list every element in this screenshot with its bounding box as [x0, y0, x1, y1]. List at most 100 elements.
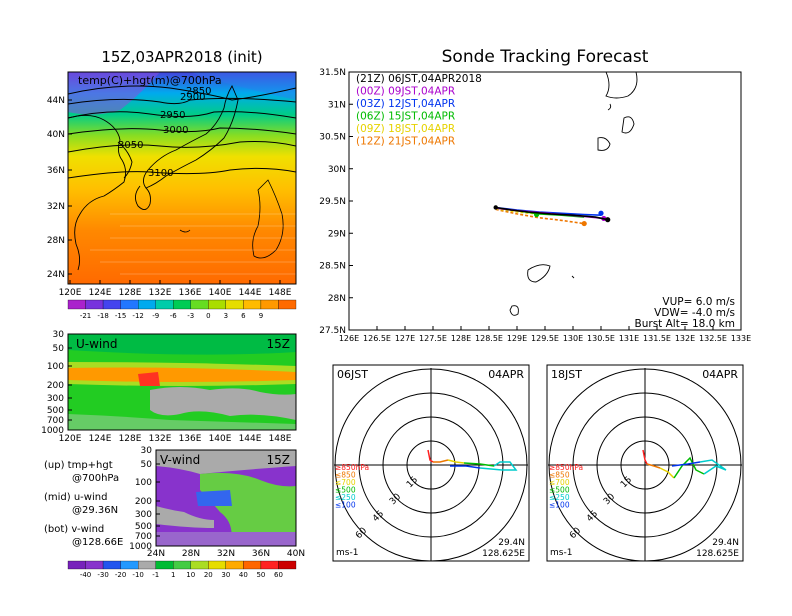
- vwind-pressure-tick-label: 1000: [129, 542, 152, 552]
- temp-lat-tick-label: 24N: [47, 270, 65, 280]
- wind-colorbar-label: 20: [204, 571, 213, 579]
- hodo-left-date: 04APR: [488, 368, 524, 381]
- colorbar-cell: [173, 560, 191, 570]
- vwind-lat-tick-label: 36N: [252, 549, 270, 559]
- hodo-level-label: ≤700: [549, 478, 570, 487]
- uwind-pressure-tick-label: 300: [47, 394, 64, 404]
- track-start-point: [493, 205, 498, 210]
- temp-colorbar-label: -9: [152, 312, 159, 320]
- colorbar-cell: [278, 560, 297, 570]
- hodo-level-label: ≤100: [335, 501, 356, 510]
- colorbar-cell: [278, 299, 297, 310]
- wind-colorbar-label: 40: [239, 571, 248, 579]
- track-x-tick-label: 132E: [675, 334, 695, 343]
- track-y-tick-label: 30N: [328, 165, 346, 175]
- vwind-lat-tick-label: 40N: [287, 549, 305, 559]
- legend-up-1: (up) tmp+hgt: [44, 460, 113, 471]
- wind-colorbar-label: -10: [132, 571, 143, 579]
- track-info-vup: VUP= 6.0 m/s: [662, 296, 735, 308]
- colorbar-cell: [208, 299, 226, 310]
- uwind-label: U-wind: [76, 337, 117, 351]
- temp-lat-tick-label: 28N: [47, 236, 65, 246]
- uwind-pressure-tick-label: 30: [53, 330, 65, 340]
- vwind-time: 15Z: [267, 453, 291, 467]
- temp-lon-axis: 120E 124E 128E 132E 136E 140E 144E 148E: [59, 280, 292, 298]
- track-x-tick-label: 129E: [507, 334, 527, 343]
- colorbar-cell: [260, 560, 279, 570]
- colorbar-cell: [190, 299, 209, 310]
- temp-lat-tick-label: 36N: [47, 166, 65, 176]
- hodo-left-lat: 29.4N: [498, 538, 525, 548]
- track-legend-entry: (09Z) 18JST,04APR: [356, 123, 455, 135]
- temp-colorbar-label: -18: [97, 312, 108, 320]
- track-y-tick-label: 28.5N: [319, 262, 346, 272]
- uwind-lon-tick-label: 124E: [89, 434, 112, 444]
- track-y-tick-label: 28N: [328, 294, 346, 304]
- uwind-pressure-tick-label: 500: [47, 406, 64, 416]
- uwind-lon-tick-label: 144E: [239, 434, 262, 444]
- contour-label: 3000: [163, 125, 188, 136]
- track-x-tick-label: 129.5E: [531, 334, 559, 343]
- wind-colorbar-label: 60: [274, 571, 283, 579]
- colorbar-cell: [120, 560, 139, 570]
- colorbar-cell: [102, 299, 121, 310]
- track-x-tick-label: 131.5E: [643, 334, 671, 343]
- vwind-lat-tick-label: 28N: [182, 549, 200, 559]
- colorbar-cell: [67, 560, 86, 570]
- colorbar-cell: [155, 560, 174, 570]
- track-legend-entry: (03Z) 12JST,04APR: [356, 98, 455, 110]
- wind-colorbar-label: -30: [97, 571, 108, 579]
- track-info: VUP= 6.0 m/s VDW= -4.0 m/s Burst Alt= 18…: [635, 296, 735, 330]
- uwind-lon-tick-label: 136E: [179, 434, 202, 444]
- uwind-lon-tick-label: 120E: [59, 434, 82, 444]
- colorbar-cell: [190, 560, 209, 570]
- contour-label: 2900: [180, 92, 205, 103]
- colorbar-cell: [260, 299, 279, 310]
- track-y-tick-label: 31.5N: [319, 68, 346, 78]
- colorbar-cell: [138, 560, 156, 570]
- uwind-pressure-tick-label: 200: [47, 381, 64, 391]
- track-x-tick-label: 130.5E: [587, 334, 615, 343]
- track-y-tick-label: 29.5N: [319, 197, 346, 207]
- hodo-level-label: ≤100: [549, 501, 570, 510]
- track-x-tick-label: 131E: [619, 334, 639, 343]
- colorbar-cell: [173, 299, 191, 310]
- track-line: [495, 206, 608, 221]
- uwind-pressure-tick-label: 50: [53, 344, 65, 354]
- hodo-level-label: ≥850hPa: [549, 463, 583, 472]
- track-end-point: [598, 210, 604, 216]
- legend-mid-1: (mid) u-wind: [44, 492, 107, 503]
- colorbar-cell: [243, 299, 262, 310]
- vwind-pressure-tick-label: 200: [135, 497, 152, 507]
- temp-lat-tick-label: 32N: [47, 202, 65, 212]
- track-x-tick-label: 133E: [731, 334, 751, 343]
- vwind-lat-tick-label: 24N: [147, 549, 165, 559]
- uwind-lon-axis: 120E 124E 128E 132E 136E 140E 144E 148E: [59, 434, 292, 444]
- vwind-section: [156, 450, 296, 546]
- hodograph-right: [548, 368, 742, 562]
- track-x-tick-label: 128E: [451, 334, 471, 343]
- track-y-tick-label: 30.5N: [319, 133, 346, 143]
- colorbar-cell: [85, 560, 104, 570]
- hodo-right-lat: 29.4N: [712, 538, 739, 548]
- hodo-level-label: ≤500: [549, 486, 570, 495]
- colorbar-cell: [120, 299, 139, 310]
- hodo-right-lon: 128.625E: [696, 549, 739, 559]
- hodo-left-time: 06JST: [337, 368, 368, 381]
- wind-colorbar-label: -1: [152, 571, 159, 579]
- temp-lat-tick-label: 40N: [47, 130, 65, 140]
- temp-lon-tick-label: 148E: [269, 288, 292, 298]
- track-info-burst: Burst Alt= 18.0 km: [635, 318, 735, 330]
- temp-colorbar-label: 9: [259, 312, 263, 320]
- hodo-left-ring-labels: 15 30 45 60: [354, 475, 420, 541]
- contour-label: 2950: [160, 110, 185, 121]
- temp-lon-tick-label: 120E: [59, 288, 82, 298]
- uwind-pressure-tick-label: 700: [47, 416, 64, 426]
- uwind-lon-tick-label: 132E: [149, 434, 172, 444]
- track-y-axis: 27.5N 28N 28.5N 29N 29.5N 30N 30.5N 31N 31.5N: [319, 68, 353, 336]
- init-title: 15Z,03APR2018 (init): [101, 48, 262, 66]
- uwind-pressure-tick-label: 100: [47, 362, 64, 372]
- track-legend-entry: (00Z) 09JST,04APR: [356, 86, 455, 98]
